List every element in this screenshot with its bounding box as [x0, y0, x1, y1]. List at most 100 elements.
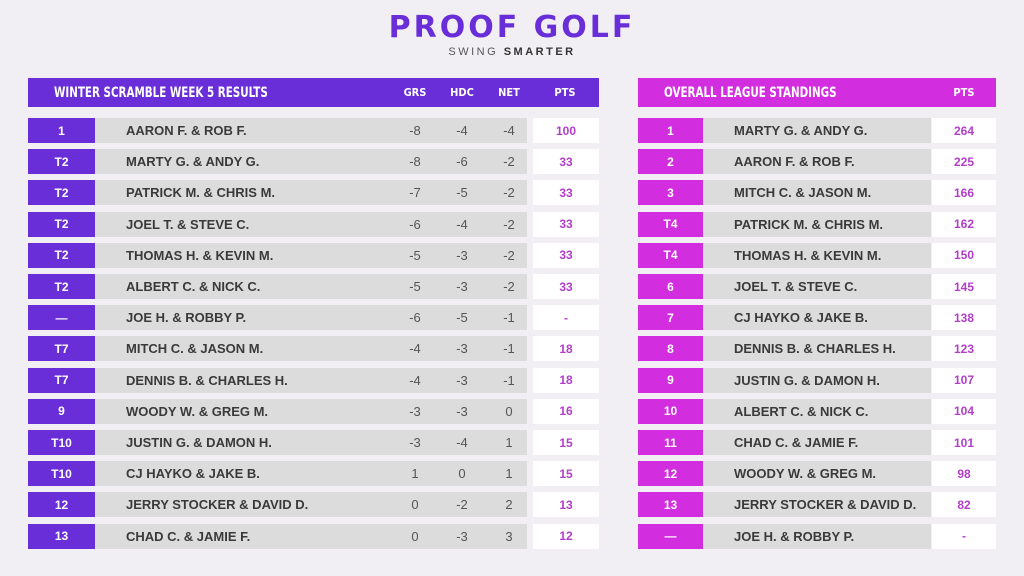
team-name: JOEL T. & STEVE C.: [703, 274, 931, 299]
rank-cell: 1: [638, 118, 703, 143]
table-row: 2 AARON F. & ROB F. 225: [638, 149, 996, 175]
team-name: JOE H. & ROBBY P.: [95, 305, 527, 331]
table-row: — JOE H. & ROBBY P. -6 -5 -1 -: [28, 305, 599, 331]
rank-cell: 8: [638, 336, 703, 362]
net-value: 2: [505, 497, 513, 513]
rank-cell: 3: [638, 180, 703, 206]
team-name: JUSTIN G. & DAMON H.: [703, 367, 931, 393]
hdc-value: -4: [456, 435, 468, 450]
rank-cell: T2: [28, 242, 95, 268]
pts-value: 107: [932, 367, 996, 393]
hdc-value: -3: [456, 403, 468, 419]
rank-cell: T2: [28, 274, 95, 299]
grs-value: -5: [409, 247, 421, 263]
col-hdc: HDC: [450, 86, 474, 99]
table-row: 12 WOODY W. & GREG M. 98: [638, 461, 996, 487]
pts-value: 150: [932, 242, 996, 268]
rank-cell: T7: [28, 336, 95, 362]
rank-cell: 11: [638, 430, 703, 455]
pts-value: 18: [533, 336, 599, 362]
team-name: JOEL T. & STEVE C.: [95, 211, 527, 237]
table-row: T7 MITCH C. & JASON M. -4 -3 -1 18: [28, 336, 599, 362]
week-results-title: WINTER SCRAMBLE WEEK 5 RESULTS: [54, 84, 268, 101]
pts-value: 33: [533, 211, 599, 237]
col-pts: PTS: [953, 86, 975, 99]
pts-value: 82: [932, 492, 996, 518]
table-row: 1 MARTY G. & ANDY G. 264: [638, 118, 996, 143]
rank-cell: 2: [638, 149, 703, 175]
grs-value: -7: [409, 185, 421, 201]
rank-cell: T10: [28, 461, 95, 487]
pts-value: 12: [533, 523, 599, 549]
col-net: NET: [498, 86, 520, 99]
rank-cell: 10: [638, 398, 703, 424]
grs-value: -3: [409, 403, 421, 419]
net-value: 1: [505, 435, 513, 450]
table-row: 10 ALBERT C. & NICK C. 104: [638, 398, 996, 424]
table-row: T2 JOEL T. & STEVE C. -6 -4 -2 33: [28, 211, 599, 237]
rank-cell: 1: [28, 118, 95, 143]
net-value: -2: [503, 216, 515, 232]
table-row: — JOE H. & ROBBY P. -: [638, 523, 996, 549]
team-name: WOODY W. & GREG M.: [703, 461, 931, 487]
brand-logo: PROOF GOLF: [388, 10, 636, 45]
pts-value: 225: [932, 149, 996, 175]
hdc-value: -3: [456, 341, 468, 357]
pts-value: 15: [533, 461, 599, 487]
team-name: DENNIS B. & CHARLES H.: [703, 336, 931, 362]
league-standings-title: OVERALL LEAGUE STANDINGS: [664, 84, 837, 101]
grs-value: -4: [409, 372, 421, 388]
pts-value: -: [932, 523, 996, 549]
table-row: T4 THOMAS H. & KEVIN M. 150: [638, 242, 996, 268]
net-value: -1: [503, 341, 515, 357]
team-name: PATRICK M. & CHRIS M.: [703, 211, 931, 237]
table-row: 3 MITCH C. & JASON M. 166: [638, 180, 996, 206]
pts-value: 18: [533, 367, 599, 393]
team-name: CHAD C. & JAMIE F.: [703, 430, 931, 455]
pts-value: 166: [932, 180, 996, 206]
table-row: 8 DENNIS B. & CHARLES H. 123: [638, 336, 996, 362]
hdc-value: -2: [456, 497, 468, 513]
pts-value: 33: [533, 242, 599, 268]
team-name: JERRY STOCKER & DAVID D.: [95, 492, 527, 518]
net-value: 3: [505, 528, 513, 544]
net-value: -1: [503, 310, 515, 326]
rank-cell: T4: [638, 242, 703, 268]
pts-value: 33: [533, 274, 599, 299]
hdc-value: -4: [456, 216, 468, 232]
pts-value: 33: [533, 180, 599, 206]
team-name: JOE H. & ROBBY P.: [703, 523, 931, 549]
team-name: CJ HAYKO & JAKE B.: [95, 461, 527, 487]
rank-cell: 12: [28, 492, 95, 518]
hdc-value: 0: [458, 466, 466, 482]
team-name: CHAD C. & JAMIE F.: [95, 523, 527, 549]
brand-tagline: SWING SMARTER: [0, 46, 1024, 58]
net-value: 0: [505, 403, 513, 419]
table-row: 13 CHAD C. & JAMIE F. 0 -3 3 12: [28, 523, 599, 549]
pts-value: 145: [932, 274, 996, 299]
grs-value: -8: [409, 154, 421, 170]
rank-cell: 7: [638, 305, 703, 331]
team-name: ALBERT C. & NICK C.: [95, 274, 527, 299]
grs-value: -4: [409, 341, 421, 357]
table-row: 1 AARON F. & ROB F. -8 -4 -4 100: [28, 118, 599, 143]
pts-value: 100: [533, 118, 599, 143]
pts-value: 13: [533, 492, 599, 518]
net-value: -2: [503, 154, 515, 170]
rank-cell: T2: [28, 149, 95, 175]
table-row: 9 WOODY W. & GREG M. -3 -3 0 16: [28, 398, 599, 424]
pts-value: 162: [932, 211, 996, 237]
grs-value: -6: [409, 216, 421, 232]
rank-cell: 9: [28, 398, 95, 424]
hdc-value: -3: [456, 279, 468, 294]
table-row: 12 JERRY STOCKER & DAVID D. 0 -2 2 13: [28, 492, 599, 518]
net-value: -2: [503, 279, 515, 294]
pts-value: 104: [932, 398, 996, 424]
tagline-swing: SWING: [448, 46, 499, 58]
pts-value: -: [533, 305, 599, 331]
team-name: JERRY STOCKER & DAVID D.: [703, 492, 931, 518]
grs-value: -6: [409, 310, 421, 326]
team-name: MARTY G. & ANDY G.: [703, 118, 931, 143]
hdc-value: -5: [456, 185, 468, 201]
table-row: 9 JUSTIN G. & DAMON H. 107: [638, 367, 996, 393]
